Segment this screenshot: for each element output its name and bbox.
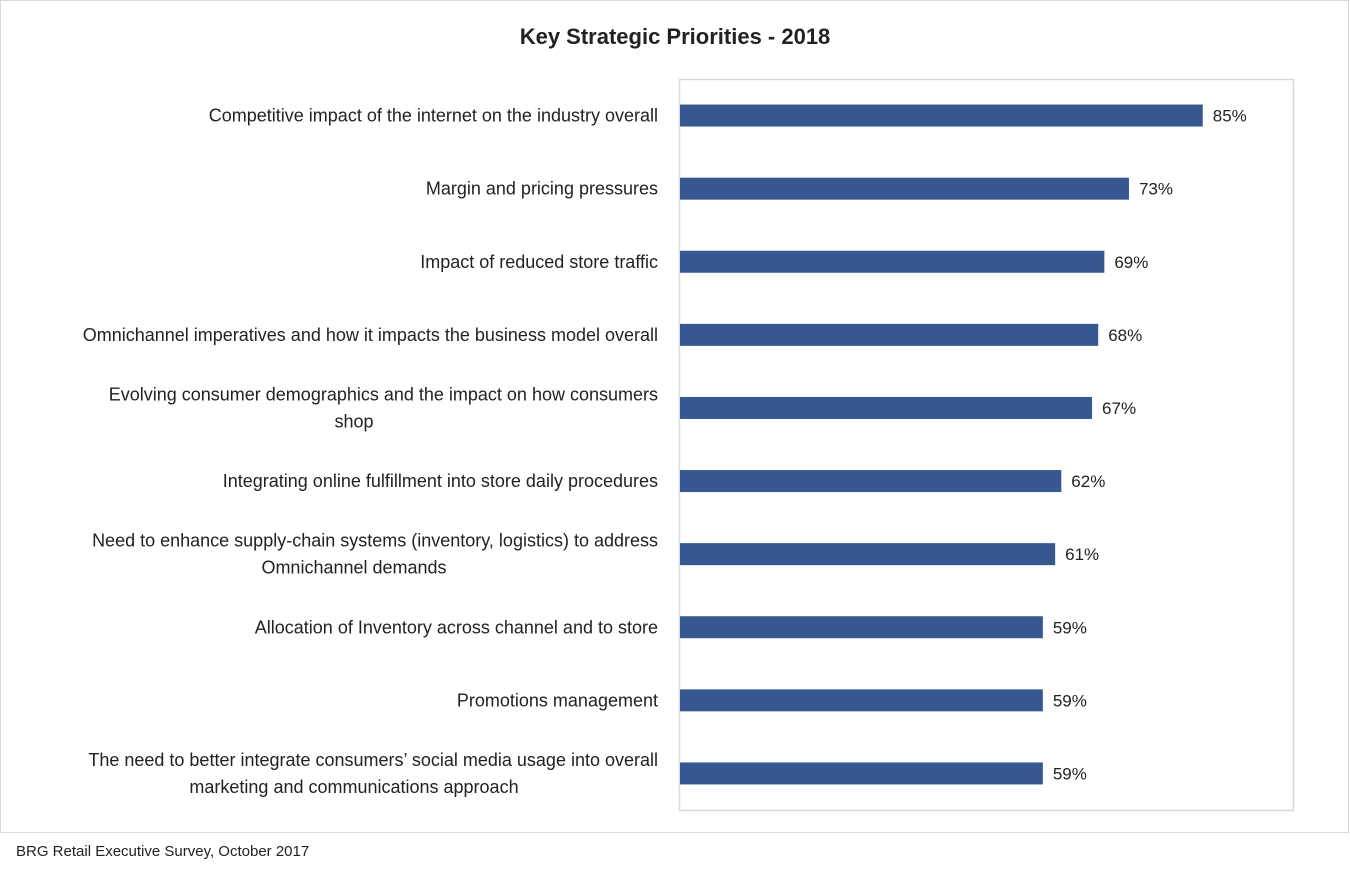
bar	[680, 762, 1043, 785]
category-label: Omnichannel imperatives and how it impac…	[83, 325, 658, 345]
category-label: Impact of reduced store traffic	[420, 252, 658, 272]
chart-frame	[0, 0, 1349, 833]
chart-title: Key Strategic Priorities - 2018	[520, 24, 831, 49]
category-label: The need to better integrate consumers’ …	[88, 750, 658, 770]
category-label: Allocation of Inventory across channel a…	[255, 617, 658, 637]
bar	[680, 177, 1129, 200]
bar	[680, 616, 1043, 639]
category-label: Integrating online fulfillment into stor…	[223, 471, 658, 491]
category-label: marketing and communications approach	[189, 777, 518, 797]
data-label: 68%	[1108, 326, 1142, 345]
category-label: Need to enhance supply-chain systems (in…	[92, 531, 658, 551]
data-label: 59%	[1053, 618, 1087, 637]
data-label: 59%	[1053, 764, 1087, 783]
bar	[680, 396, 1093, 419]
data-label: 61%	[1065, 545, 1099, 564]
category-label: Promotions management	[457, 690, 658, 710]
plot-area	[678, 78, 1295, 812]
category-label: Margin and pricing pressures	[426, 179, 658, 199]
bar	[680, 543, 1056, 566]
data-label: 69%	[1114, 253, 1148, 272]
bar	[680, 470, 1062, 493]
data-label: 59%	[1053, 691, 1087, 710]
category-label: Competitive impact of the internet on th…	[209, 106, 658, 126]
data-label: 62%	[1071, 472, 1105, 491]
bar	[680, 250, 1105, 273]
data-label: 73%	[1139, 180, 1173, 199]
source-note: BRG Retail Executive Survey, October 201…	[16, 843, 310, 860]
data-label: 85%	[1213, 107, 1247, 126]
category-label: shop	[334, 411, 373, 431]
category-label: Evolving consumer demographics and the i…	[109, 384, 658, 404]
bar	[680, 104, 1203, 127]
bar	[680, 323, 1099, 346]
bar	[680, 689, 1043, 712]
data-label: 67%	[1102, 399, 1136, 418]
category-label: Omnichannel demands	[261, 558, 446, 578]
